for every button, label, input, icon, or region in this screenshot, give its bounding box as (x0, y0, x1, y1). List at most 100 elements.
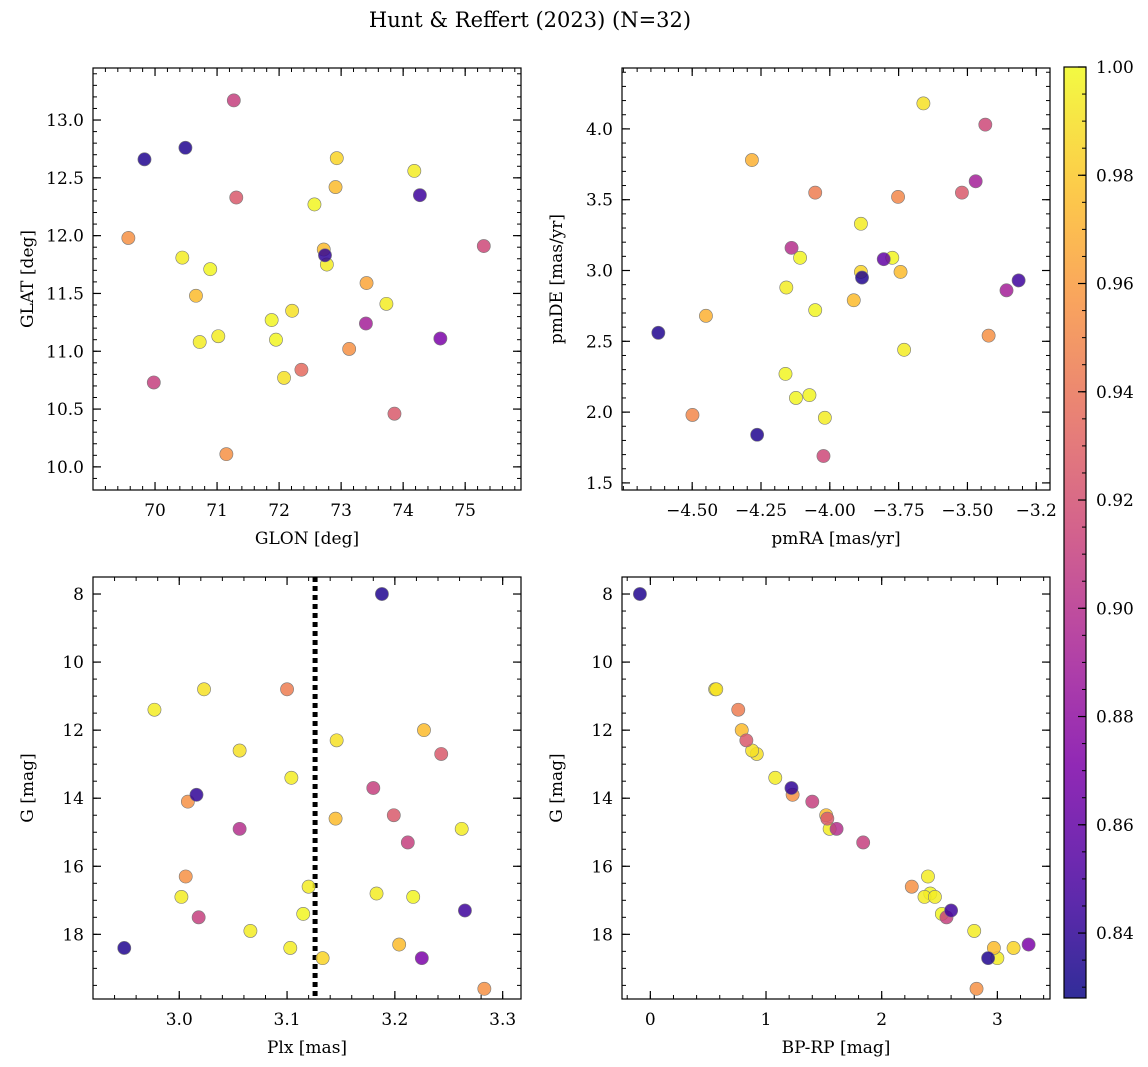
y-tick-label: 11.5 (46, 284, 84, 304)
data-point (329, 151, 344, 166)
data-point (174, 890, 189, 904)
points (651, 96, 1026, 463)
panels: 70 71 72 73 74 7510.010.511.011.512.012.513.0… (18, 67, 1057, 1058)
y-tick-label: 10 (591, 653, 613, 673)
data-point (178, 140, 193, 155)
data-point (264, 313, 279, 327)
data-point (750, 427, 765, 442)
data-point (318, 248, 332, 263)
panel-bottom-left: 3.0 3.1 3.2 3.3 8 10 12 14 16 18 Plx [mas] G [mag] (18, 576, 522, 1058)
data-point (412, 188, 427, 203)
data-point (379, 296, 394, 311)
data-point (921, 869, 935, 884)
y-tick-label: 10 (62, 653, 84, 673)
x-axis-label: pmRA [mas/yr] (771, 529, 900, 549)
axes-frame (92, 67, 522, 491)
data-point (893, 265, 908, 279)
x-tick-label: −4.25 (735, 501, 787, 521)
y-tick-label: 3.0 (586, 262, 613, 282)
data-point (121, 231, 136, 245)
data-point (375, 587, 389, 601)
x-axis-label: GLON [deg] (255, 529, 359, 549)
axes-frame (621, 576, 1051, 1000)
data-point (203, 262, 218, 277)
x-tick-label: 72 (268, 501, 290, 521)
y-tick-label: 12.0 (46, 227, 84, 247)
x-tick-label: −3.75 (873, 501, 925, 521)
data-point (387, 406, 402, 421)
x-tick-label: 3.1 (274, 1010, 301, 1030)
x-tick-label: 3 (992, 1010, 1003, 1030)
y-tick-label: 12 (62, 721, 84, 741)
x-axis-label: Plx [mas] (267, 1038, 347, 1058)
data-point (1021, 937, 1036, 952)
x-tick-label: −3.2 (1016, 501, 1057, 521)
data-point (232, 821, 247, 836)
data-point (328, 180, 343, 194)
data-point (477, 981, 492, 996)
x-tick-label: −4.00 (804, 501, 856, 521)
data-point (359, 276, 374, 290)
x-tick-label: 0 (645, 1010, 656, 1030)
x-tick-label: 71 (206, 501, 228, 521)
colorbar: 0.84 0.86 0.88 0.90 0.92 0.94 0.96 0.98 1.00 (1063, 58, 1134, 999)
data-point (817, 410, 832, 425)
data-point (433, 331, 448, 346)
y-tick-label: 2.0 (586, 403, 613, 423)
data-point (778, 366, 793, 381)
data-point (633, 587, 647, 601)
x-tick-label: 3.0 (166, 1010, 193, 1030)
data-point (709, 682, 724, 697)
data-point (400, 835, 415, 850)
colorbar-tick-label: 0.94 (1096, 383, 1134, 403)
data-point (897, 342, 912, 357)
data-point (876, 252, 891, 267)
data-point (229, 190, 244, 205)
data-point (784, 781, 799, 795)
data-point (904, 879, 919, 894)
data-point (779, 280, 794, 295)
data-point (406, 890, 421, 904)
data-point (329, 733, 344, 748)
data-point (307, 197, 322, 212)
data-point (243, 924, 258, 938)
axes-frame (92, 576, 522, 1000)
data-point (846, 293, 861, 308)
data-point (342, 342, 357, 356)
y-tick-label: 8 (73, 585, 84, 605)
panel-top-left: 70 71 72 73 74 75 10.0 10.5 11.0 11.5 12.0 12.5 13.0… (18, 67, 522, 549)
y-tick-label: 4.0 (586, 120, 613, 140)
data-point (916, 96, 931, 111)
data-point (745, 153, 759, 167)
colorbar-tick-label: 0.96 (1096, 275, 1134, 295)
data-point (414, 951, 429, 966)
x-tick-label: 73 (330, 501, 352, 521)
data-point (386, 808, 401, 823)
y-tick-label: 16 (62, 857, 84, 877)
x-tick-label: 75 (454, 501, 476, 521)
data-point (315, 951, 330, 966)
data-point (369, 886, 384, 901)
y-axis-label: G [mag] (18, 753, 38, 822)
data-point (366, 781, 381, 795)
data-point (277, 370, 291, 385)
y-tick-label: 1.5 (586, 474, 613, 494)
data-point (476, 239, 491, 253)
x-tick-label: 3.3 (489, 1010, 516, 1030)
data-point (296, 907, 311, 921)
data-point (784, 240, 799, 255)
data-point (651, 325, 666, 340)
data-point (820, 811, 835, 826)
data-point (232, 743, 247, 758)
data-point (928, 890, 942, 904)
x-tick-label: 70 (144, 501, 166, 521)
panel-top-right: −4.50 −4.25 −4.00 −3.75 −3.50 −3.2 1.5 2.0 2.5 3.… (547, 67, 1057, 549)
colorbar-tick-label: 0.84 (1096, 924, 1134, 944)
data-point (829, 821, 844, 836)
data-point (283, 941, 298, 955)
data-point (189, 787, 204, 802)
data-point (269, 332, 283, 347)
data-point (981, 328, 996, 343)
y-axis-label: pmDE [mas/yr] (547, 214, 567, 344)
